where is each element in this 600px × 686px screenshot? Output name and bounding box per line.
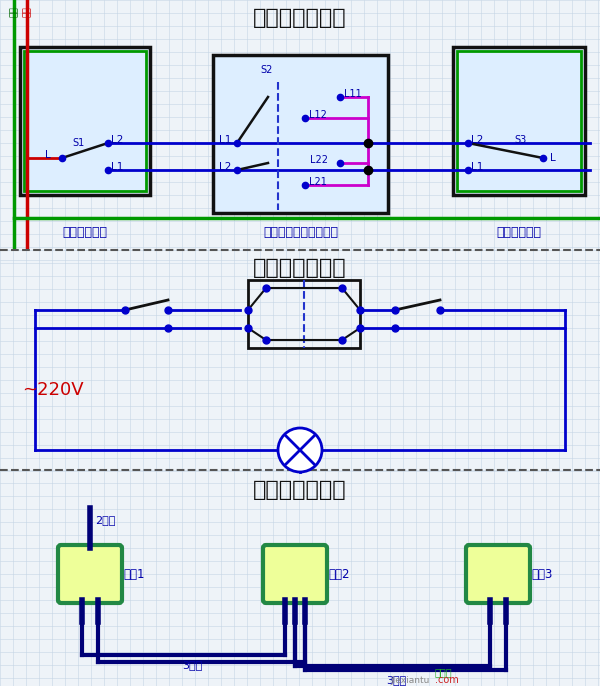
Text: .com: .com	[435, 675, 459, 685]
Text: L1: L1	[219, 135, 232, 145]
Text: 火线: 火线	[23, 6, 32, 16]
Text: L: L	[45, 150, 51, 160]
Text: S3: S3	[514, 135, 526, 145]
Text: S1: S1	[72, 138, 84, 148]
Text: L: L	[550, 153, 556, 163]
Text: L1: L1	[111, 162, 124, 172]
Bar	[20, 47, 150, 195]
Text: 三控开关原理图: 三控开关原理图	[253, 258, 347, 278]
FancyBboxPatch shape	[263, 545, 327, 603]
Text: ~220V: ~220V	[22, 381, 83, 399]
Bar	[213, 55, 388, 213]
Bar	[24, 51, 146, 191]
Bar	[453, 47, 585, 195]
Text: L2: L2	[111, 135, 124, 145]
Text: 接线图: 接线图	[435, 667, 452, 677]
Text: jlexiantu: jlexiantu	[390, 676, 430, 685]
Bar	[248, 280, 360, 348]
Text: 3根线: 3根线	[182, 660, 203, 670]
Bar	[457, 51, 581, 191]
Text: L11: L11	[344, 89, 362, 99]
Text: 开关3: 开关3	[531, 567, 553, 580]
Text: L2: L2	[219, 162, 232, 172]
Text: L1: L1	[471, 162, 484, 172]
Text: S2: S2	[260, 65, 272, 75]
Text: 3根线: 3根线	[386, 675, 407, 685]
Text: 三控开关布线图: 三控开关布线图	[253, 480, 347, 500]
Text: L12: L12	[309, 110, 327, 120]
Text: L22: L22	[310, 155, 328, 165]
Text: 相线: 相线	[10, 6, 19, 16]
Text: 单开双控开关: 单开双控开关	[62, 226, 107, 239]
Circle shape	[278, 428, 322, 472]
FancyBboxPatch shape	[466, 545, 530, 603]
Text: L2: L2	[471, 135, 484, 145]
Text: 开关1: 开关1	[123, 567, 145, 580]
Text: 三控开关接线图: 三控开关接线图	[253, 8, 347, 28]
FancyBboxPatch shape	[58, 545, 122, 603]
Text: 2根线: 2根线	[95, 515, 115, 525]
Text: 开关2: 开关2	[328, 567, 349, 580]
Text: L21: L21	[309, 177, 327, 187]
Text: 中途开关（三控开关）: 中途开关（三控开关）	[263, 226, 338, 239]
Text: 单开双控开关: 单开双控开关	[497, 226, 542, 239]
